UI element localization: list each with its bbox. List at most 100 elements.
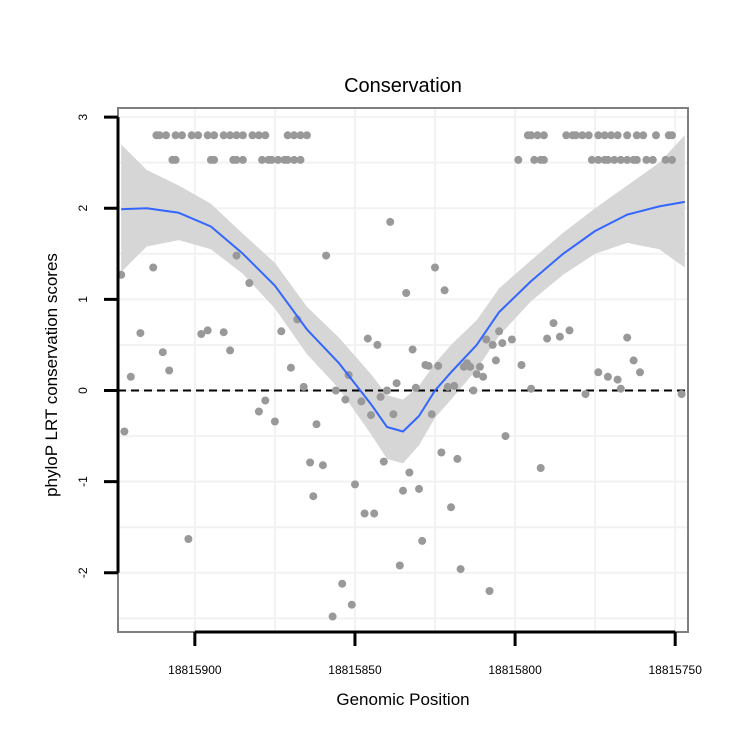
data-point — [386, 217, 395, 226]
smooth-fit-line — [121, 200, 685, 433]
data-point — [392, 379, 401, 388]
data-point — [328, 612, 337, 621]
data-point — [632, 155, 641, 164]
data-point — [299, 382, 308, 391]
data-point — [507, 335, 516, 344]
data-point — [232, 251, 241, 260]
data-point — [623, 131, 632, 140]
data-point — [351, 480, 359, 489]
data-point — [600, 131, 609, 140]
data-point — [226, 131, 235, 140]
data-point — [562, 131, 571, 140]
data-point — [629, 356, 638, 365]
data-point — [402, 289, 411, 297]
data-point — [408, 345, 417, 354]
data-point — [296, 155, 305, 164]
chart-title: Conservation — [344, 75, 462, 97]
data-point — [261, 131, 270, 140]
data-point — [360, 509, 369, 518]
data-point — [411, 383, 420, 392]
data-point — [203, 131, 212, 140]
data-point — [668, 155, 676, 164]
data-point — [623, 155, 632, 164]
data-point — [539, 155, 548, 164]
data-point — [603, 372, 612, 381]
data-point — [162, 131, 170, 140]
data-point — [443, 382, 452, 391]
data-point — [405, 468, 414, 477]
data-point — [184, 535, 193, 543]
data-point — [533, 131, 542, 140]
data-point — [475, 362, 484, 371]
data-point — [613, 131, 622, 140]
data-point — [594, 368, 603, 377]
y-tick-label: -1 — [76, 476, 90, 487]
data-point — [485, 587, 494, 595]
data-point — [270, 417, 279, 426]
data-point — [187, 131, 196, 140]
data-point — [290, 131, 299, 140]
data-point — [171, 131, 180, 140]
data-point — [491, 356, 500, 365]
data-point — [267, 155, 276, 164]
data-point — [530, 155, 539, 164]
x-tick-label: 18815900 — [168, 663, 222, 677]
smooth-line-layer — [121, 200, 685, 433]
data-point — [427, 410, 436, 419]
data-point — [219, 131, 228, 140]
plot-panel-border — [117, 107, 689, 633]
data-point — [431, 263, 439, 272]
data-point — [226, 346, 235, 355]
data-point — [309, 492, 318, 501]
y-tick-label: -2 — [76, 567, 90, 578]
data-point — [571, 131, 580, 140]
data-point — [120, 427, 129, 436]
data-point — [178, 131, 186, 140]
data-point — [210, 155, 219, 164]
data-point — [338, 579, 347, 588]
data-point — [565, 326, 574, 335]
data-points-layer — [117, 131, 686, 621]
data-point — [379, 457, 388, 466]
data-point — [488, 340, 497, 349]
data-point — [383, 386, 391, 395]
data-point — [456, 565, 465, 574]
data-point — [610, 155, 619, 164]
data-point — [472, 370, 481, 379]
data-point — [194, 131, 203, 140]
data-point — [286, 363, 295, 372]
data-point — [232, 155, 241, 164]
data-point — [376, 392, 385, 401]
data-point — [322, 251, 331, 260]
data-point — [632, 131, 641, 140]
data-point — [149, 263, 158, 272]
data-point — [357, 397, 366, 406]
data-point — [648, 155, 657, 164]
data-point — [616, 155, 625, 164]
data-point — [424, 361, 433, 370]
data-point — [469, 386, 478, 395]
data-point — [581, 390, 590, 399]
data-point — [219, 328, 228, 337]
data-point — [616, 384, 625, 393]
data-point — [514, 155, 523, 164]
data-point — [603, 155, 612, 164]
data-point — [302, 131, 311, 140]
data-point — [607, 131, 616, 140]
data-point — [331, 386, 340, 395]
data-point — [495, 327, 504, 336]
data-point — [290, 155, 299, 164]
data-point — [636, 368, 644, 377]
x-axis-title: Genomic Position — [336, 690, 469, 709]
data-point — [258, 155, 267, 164]
data-point — [210, 131, 219, 140]
grid-lines — [118, 108, 688, 632]
data-point — [238, 131, 247, 140]
data-point — [254, 131, 263, 140]
x-axis: 18815900 18815850 18815800 18815750 — [168, 630, 702, 677]
data-point — [296, 131, 305, 140]
data-point — [543, 334, 552, 343]
data-point — [555, 332, 564, 341]
data-point — [232, 131, 241, 140]
y-tick-label: 1 — [76, 296, 90, 303]
